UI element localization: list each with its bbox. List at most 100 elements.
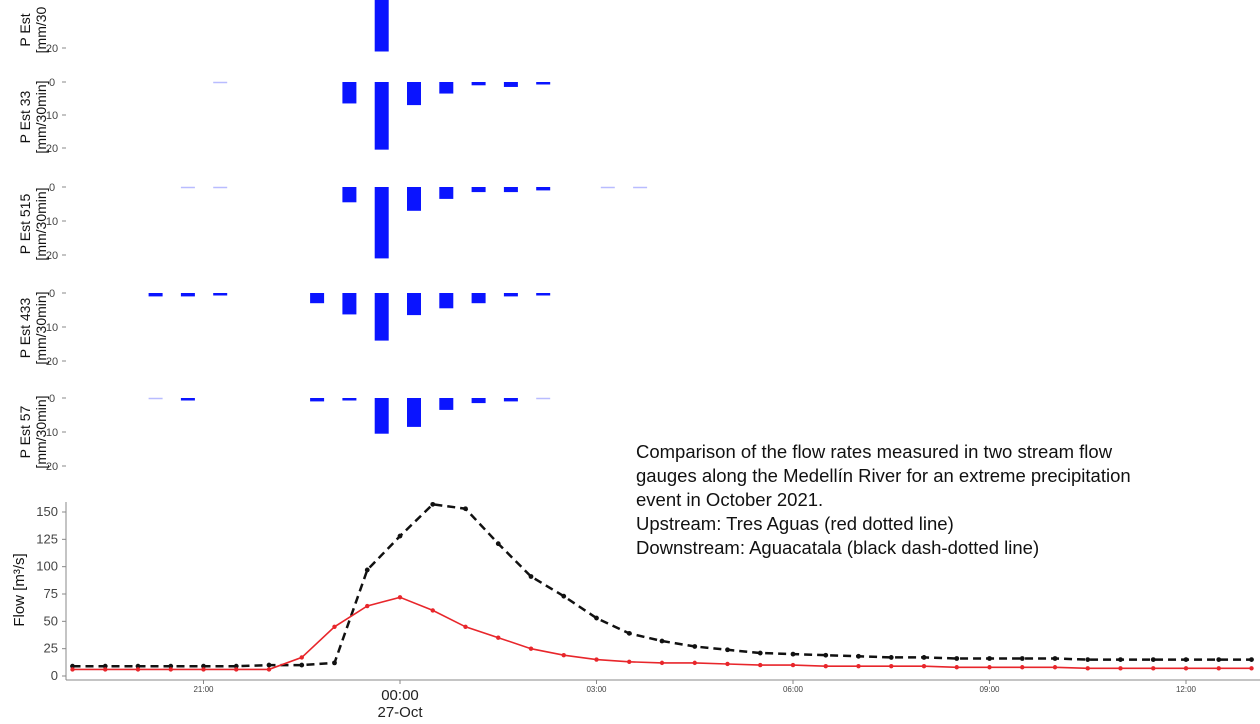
ytick-label: 50: [44, 613, 58, 628]
bar: [374, 187, 389, 259]
data-point: [627, 659, 632, 664]
data-point: [528, 646, 534, 651]
data-point: [888, 655, 894, 660]
p-est-57-ylabel: P Est 57 [mm/30min]: [17, 395, 49, 468]
data-point: [135, 667, 141, 672]
ytick-label: 20: [46, 356, 58, 368]
xtick-label: 09:00: [979, 685, 1000, 694]
data-point: [102, 663, 108, 669]
bar: [374, 82, 389, 150]
data-point: [168, 663, 174, 669]
data-point: [987, 656, 992, 661]
caption-line-2: gauges along the Medellín River for an e…: [636, 465, 1131, 486]
bar: [407, 82, 421, 106]
bar: [536, 82, 551, 85]
caption-line-3: event in October 2021.: [636, 489, 824, 510]
data-point: [397, 533, 403, 539]
bar: [374, 398, 389, 434]
bar: [503, 293, 518, 297]
ylabel-line-1: P Est 33: [17, 90, 33, 143]
xtick-label: 00:00: [381, 687, 419, 704]
data-point: [495, 541, 501, 547]
ytick-label: 0: [49, 182, 55, 194]
data-point: [103, 667, 108, 672]
caption-line-1: Comparison of the flow rates measured in…: [636, 441, 1113, 462]
ytick-label: 10: [46, 322, 58, 334]
data-point: [201, 667, 206, 672]
bar: [439, 293, 454, 309]
caption-line-4: Upstream: Tres Aguas (red dotted line): [636, 513, 954, 534]
data-point: [790, 662, 796, 668]
ytick-label: 20: [46, 43, 58, 55]
data-point: [856, 663, 861, 669]
data-point: [1183, 657, 1189, 662]
ytick-label: 0: [49, 393, 55, 405]
ylabel-line-2: [mm/30: [33, 6, 49, 53]
ylabel-line-2: [mm/30min]: [33, 80, 49, 153]
bar: [342, 398, 357, 401]
p-est-433-ylabel: P Est 433 [mm/30min]: [17, 291, 49, 364]
ytick-label: 150: [36, 504, 58, 519]
data-point: [790, 651, 796, 657]
bar: [310, 293, 325, 304]
ytick-label: 25: [44, 641, 58, 656]
bar: [439, 398, 454, 410]
data-point: [1183, 666, 1189, 671]
bar: [439, 187, 454, 199]
ytick-label: 10: [46, 427, 58, 439]
ytick-label: 20: [46, 143, 58, 155]
data-point: [299, 655, 304, 660]
data-point: [594, 657, 599, 662]
ytick-label: 20: [46, 250, 58, 262]
data-point: [856, 653, 861, 659]
bar: [536, 293, 551, 296]
xtick-label: 06:00: [783, 685, 804, 694]
data-point: [1052, 656, 1058, 661]
bar: [180, 398, 195, 401]
bar: [180, 293, 195, 297]
data-point: [70, 663, 75, 669]
data-point: [365, 603, 370, 609]
ytick-label: 125: [36, 531, 58, 546]
flow-ylabel: Flow [m³/s]: [11, 553, 28, 626]
ylabel-line-2: [mm/30min]: [33, 395, 49, 468]
bar: [503, 187, 518, 193]
bar: [503, 398, 518, 402]
data-point: [397, 595, 403, 600]
ylabel-line-2: [mm/30min]: [33, 291, 49, 364]
bar: [503, 82, 518, 87]
p-est-5-ylabel: P Est [mm/30: [17, 6, 49, 53]
p-est-33-ylabel: P Est 33 [mm/30min]: [17, 80, 49, 153]
data-point: [1085, 657, 1091, 662]
bar: [407, 398, 421, 427]
ylabel-line-1: P Est 515: [17, 194, 33, 255]
bar: [439, 82, 454, 94]
bar: [213, 293, 228, 296]
data-point: [430, 501, 436, 507]
bar: [310, 398, 325, 402]
bar: [471, 187, 486, 193]
figure-caption: Comparison of the flow rates measured in…: [636, 440, 1256, 560]
data-point: [135, 663, 141, 669]
data-point: [1151, 666, 1156, 671]
data-point: [332, 660, 337, 666]
data-point: [266, 667, 272, 672]
p-est-515-ylabel: P Est 515 [mm/30min]: [17, 187, 49, 260]
data-point: [1052, 665, 1058, 670]
data-point: [659, 638, 665, 644]
data-point: [921, 655, 927, 660]
data-point: [1118, 666, 1123, 671]
bar: [374, 293, 389, 341]
bar: [407, 293, 421, 316]
data-point: [1216, 666, 1221, 671]
data-point: [1085, 666, 1090, 671]
ylabel-line-1: P Est 433: [17, 298, 33, 359]
ytick-label: 75: [44, 586, 58, 601]
data-point: [1249, 657, 1254, 662]
data-point: [594, 615, 599, 621]
ytick-label: 0: [49, 288, 55, 300]
data-point: [626, 630, 632, 636]
xtick-label: 12:00: [1176, 685, 1197, 694]
